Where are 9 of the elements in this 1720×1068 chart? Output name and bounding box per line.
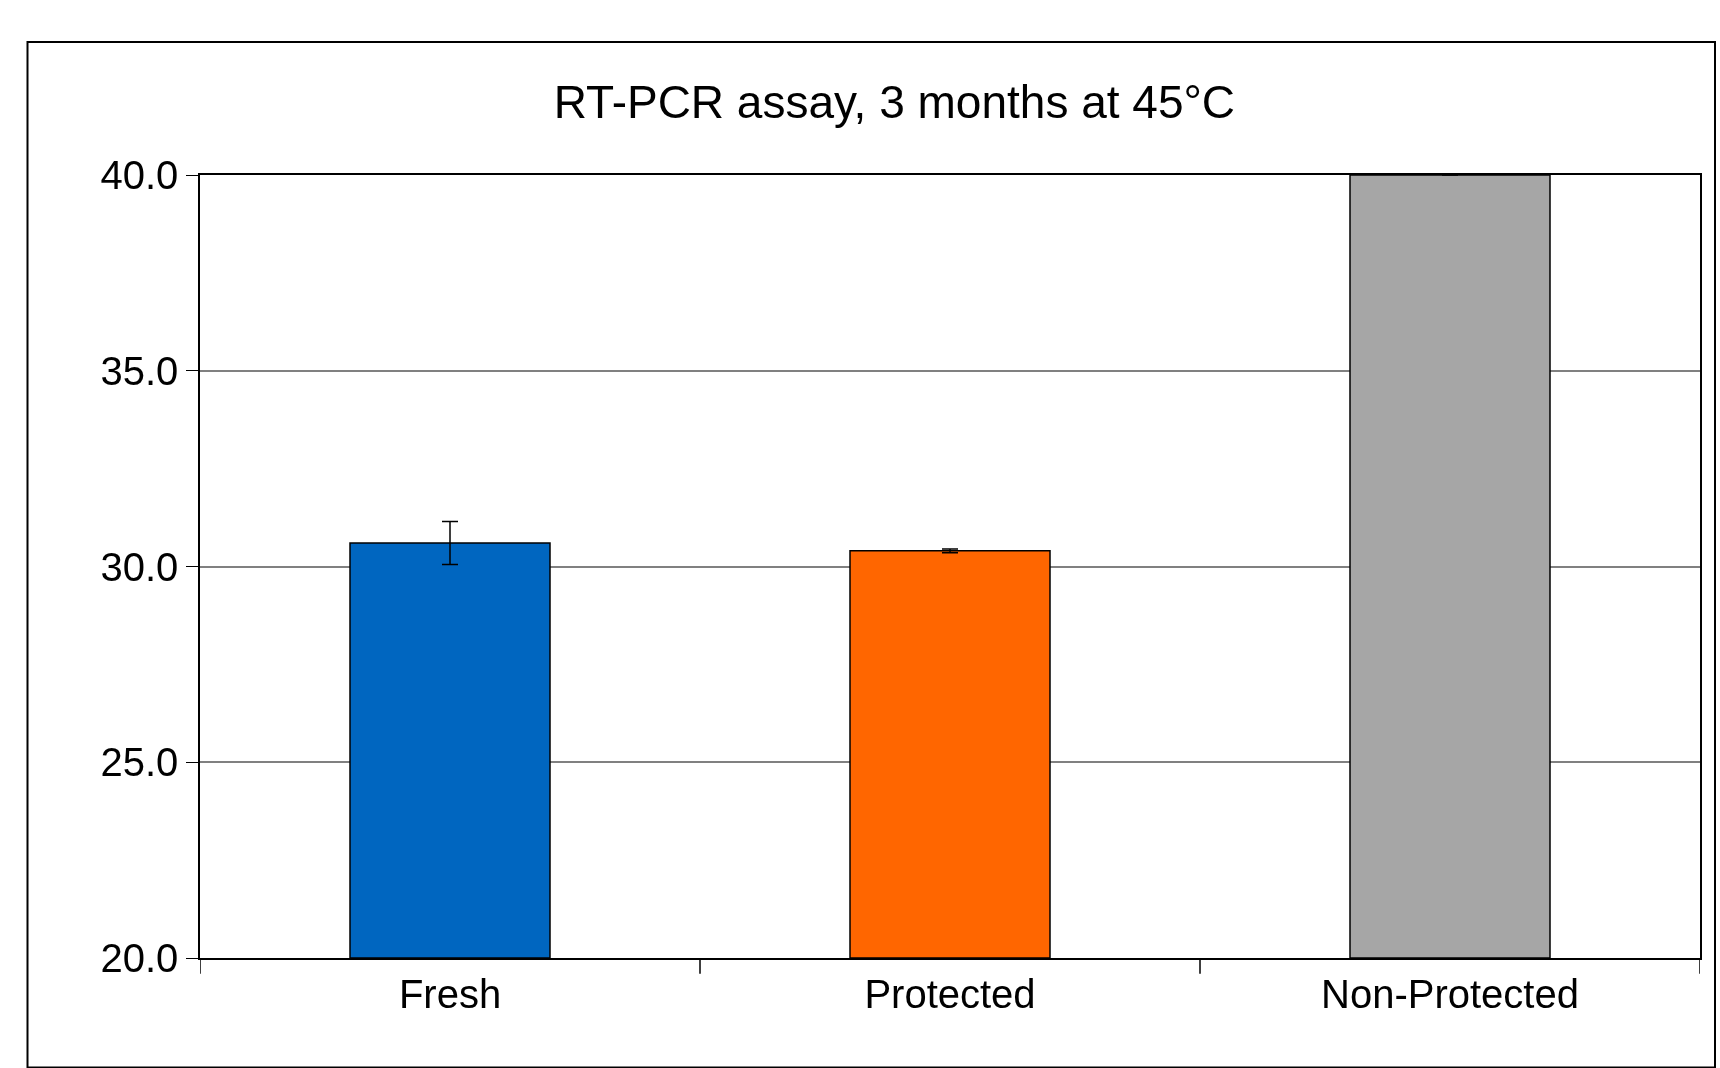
chart-title: RT-PCR assay, 3 months at 45°C	[553, 75, 1236, 128]
x-tick-label: Protected	[864, 971, 1036, 1016]
x-tick-label: Fresh	[398, 971, 502, 1016]
y-tick-label: 35.0	[100, 348, 179, 393]
y-tick-label: 25.0	[100, 740, 179, 785]
y-tick-label: 30.0	[100, 544, 179, 589]
x-tick-label: Non-Protected	[1321, 971, 1579, 1016]
y-tick-label: 20.0	[100, 936, 179, 980]
y-tick-label: 40.0	[100, 153, 179, 197]
